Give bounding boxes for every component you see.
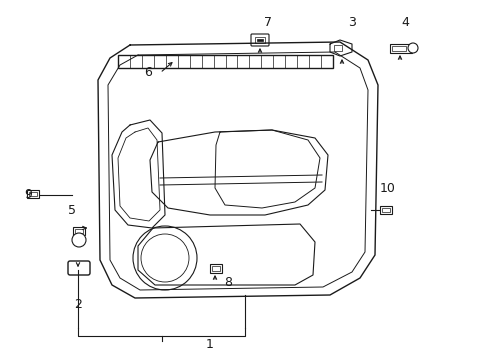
FancyBboxPatch shape [250,34,268,46]
Text: 10: 10 [379,181,395,194]
Text: 7: 7 [264,15,271,28]
Bar [391,46,405,51]
Bar [118,55,332,68]
Text: 5: 5 [68,203,76,216]
Bar [29,192,37,196]
Text: 8: 8 [224,276,231,289]
FancyBboxPatch shape [68,261,90,275]
Bar [212,266,220,271]
Bar [209,264,222,273]
Text: 6: 6 [144,66,152,78]
Bar [254,37,264,43]
Circle shape [407,43,417,53]
Text: 9: 9 [24,189,32,202]
Bar [379,206,391,214]
Bar [27,190,39,198]
Text: 4: 4 [400,15,408,28]
Bar [73,227,85,235]
Text: 1: 1 [205,338,214,351]
Bar [333,45,341,51]
Bar [381,208,389,212]
Text: 3: 3 [347,15,355,28]
Text: 2: 2 [74,298,82,311]
Bar [257,39,263,41]
Bar [389,44,411,53]
Circle shape [72,233,86,247]
Bar [75,229,83,233]
